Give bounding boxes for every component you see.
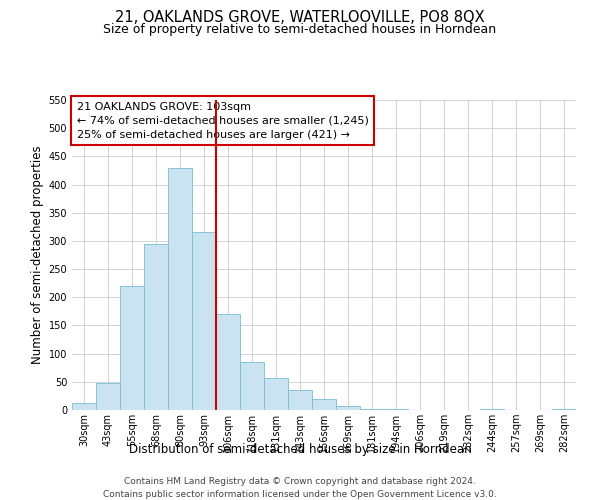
Bar [120, 286, 144, 410]
Bar [168, 168, 192, 410]
Bar [264, 378, 288, 410]
Text: Size of property relative to semi-detached houses in Horndean: Size of property relative to semi-detach… [103, 22, 497, 36]
Bar [192, 232, 216, 410]
Bar [96, 383, 120, 410]
Text: Contains public sector information licensed under the Open Government Licence v3: Contains public sector information licen… [103, 490, 497, 499]
Bar [240, 362, 264, 410]
Text: 21 OAKLANDS GROVE: 103sqm
← 74% of semi-detached houses are smaller (1,245)
25% : 21 OAKLANDS GROVE: 103sqm ← 74% of semi-… [77, 102, 369, 140]
Bar [312, 398, 336, 410]
Bar [144, 244, 168, 410]
Y-axis label: Number of semi-detached properties: Number of semi-detached properties [31, 146, 44, 364]
Text: 21, OAKLANDS GROVE, WATERLOOVILLE, PO8 8QX: 21, OAKLANDS GROVE, WATERLOOVILLE, PO8 8… [115, 10, 485, 25]
Text: Distribution of semi-detached houses by size in Horndean: Distribution of semi-detached houses by … [128, 442, 472, 456]
Bar [216, 314, 240, 410]
Text: Contains HM Land Registry data © Crown copyright and database right 2024.: Contains HM Land Registry data © Crown c… [124, 478, 476, 486]
Bar [336, 406, 360, 410]
Bar [288, 390, 312, 410]
Bar [72, 402, 96, 410]
